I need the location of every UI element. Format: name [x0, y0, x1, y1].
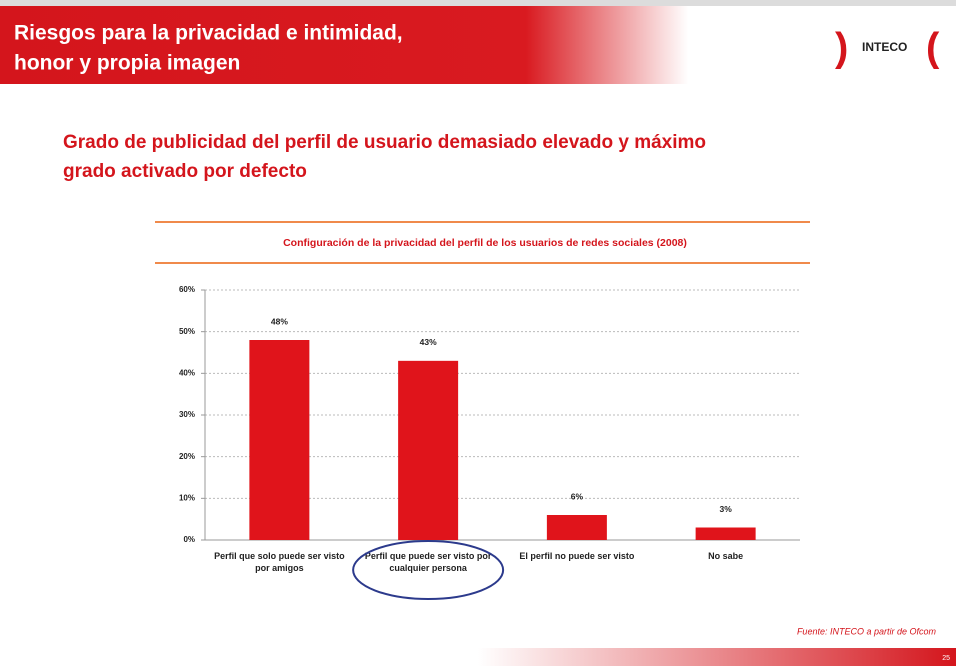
- y-tick-label: 10%: [179, 493, 195, 502]
- x-tick-label: El perfil no puede ser visto: [519, 551, 635, 561]
- logo-paren: ): [835, 26, 848, 70]
- highlight-ellipse: [352, 540, 505, 600]
- top-shadow: [0, 0, 956, 6]
- value-label: 6%: [571, 491, 584, 501]
- value-label: 48%: [271, 316, 288, 326]
- subtitle: Grado de publicidad del perfil de usuari…: [63, 132, 706, 153]
- y-tick-label: 50%: [179, 327, 195, 336]
- x-tick-label: Perfil que solo puede ser visto por amig…: [214, 551, 345, 573]
- x-tick-text: Perfil que puede ser visto por cualquier…: [364, 551, 492, 573]
- bar: [546, 515, 607, 540]
- header-band: [0, 6, 956, 84]
- y-tick-label: 40%: [179, 368, 195, 377]
- bar: [398, 360, 459, 540]
- y-tick-label: 0%: [183, 535, 195, 544]
- x-tick-text: No sabe: [708, 551, 744, 561]
- logo-paren: (: [926, 26, 940, 70]
- subtitle: grado activado por defecto: [63, 161, 307, 182]
- x-tick-text: Perfil que solo puede ser visto por amig…: [214, 551, 345, 573]
- value-label: 43%: [420, 337, 437, 347]
- source: Fuente: INTECO a partir de Ofcom: [797, 626, 937, 636]
- value-label: 3%: [719, 504, 732, 514]
- header-title: honor y propia imagen: [14, 52, 240, 75]
- logo-text: INTECO: [862, 40, 907, 54]
- x-tick-text: El perfil no puede ser visto: [519, 551, 635, 561]
- y-tick-label: 20%: [179, 452, 195, 461]
- header-title: Riesgos para la privacidad e intimidad,: [14, 22, 403, 45]
- chart-title: Configuración de la privacidad del perfi…: [283, 237, 687, 249]
- x-tick-label: No sabe: [708, 551, 744, 561]
- bar: [249, 340, 310, 540]
- bar: [695, 527, 756, 540]
- footer-band: [0, 648, 956, 666]
- x-tick-label: Perfil que puede ser visto por cualquier…: [364, 551, 492, 573]
- y-tick-label: 30%: [179, 410, 195, 419]
- page-number: 25: [942, 655, 950, 662]
- y-tick-label: 60%: [179, 285, 195, 294]
